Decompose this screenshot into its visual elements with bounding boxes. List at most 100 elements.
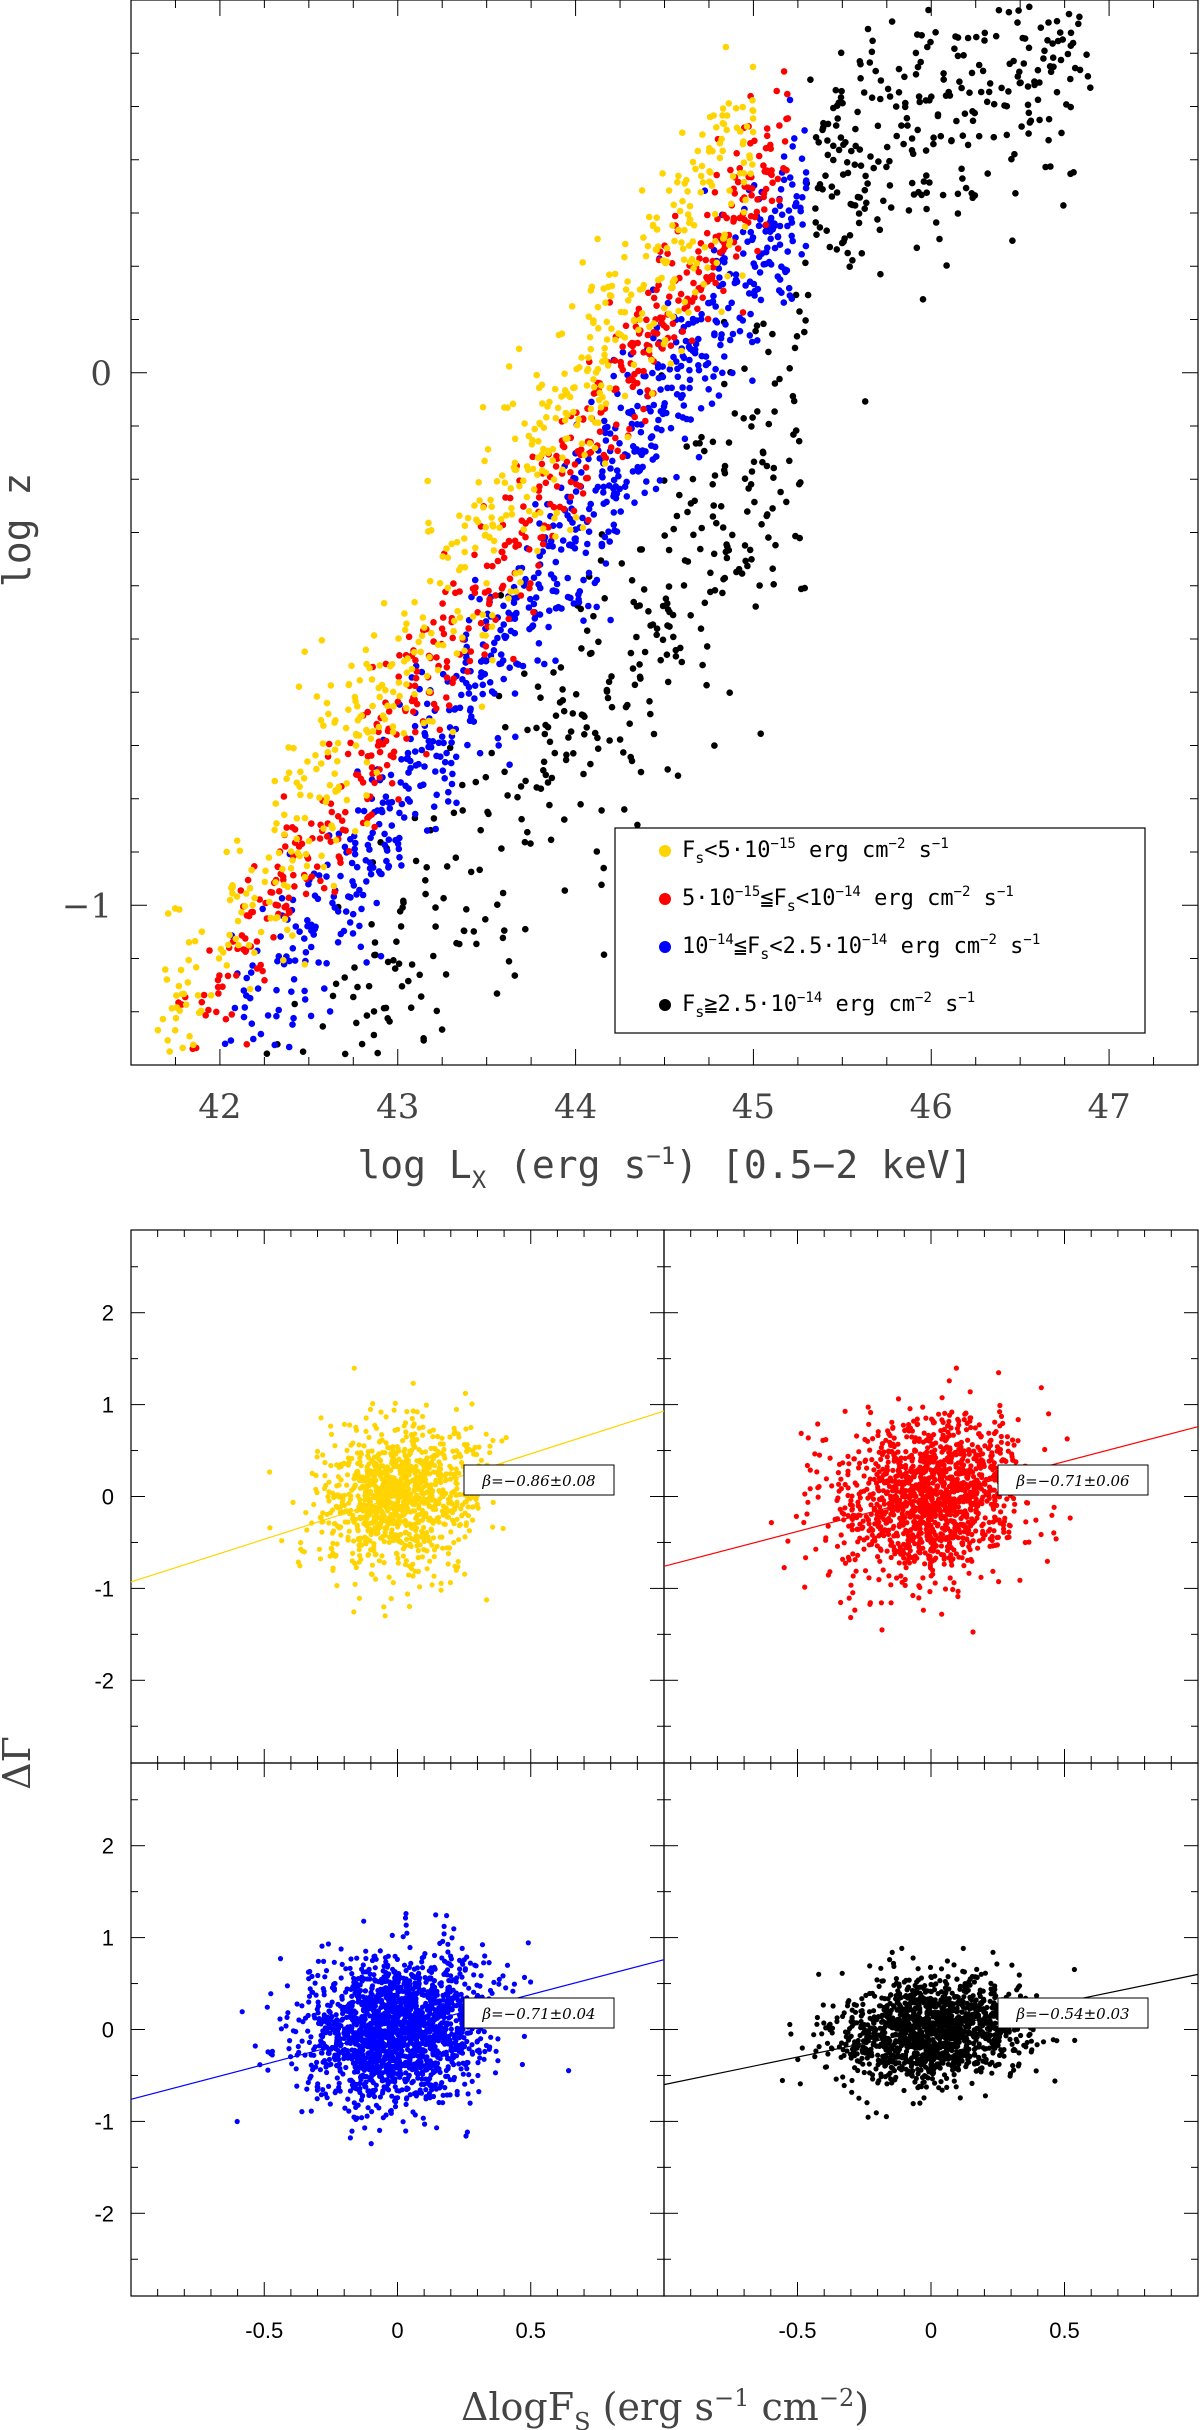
top-point bbox=[926, 179, 933, 186]
top-point bbox=[754, 247, 761, 255]
top-point bbox=[359, 779, 367, 786]
top-point bbox=[320, 825, 327, 832]
lower-point bbox=[921, 1430, 927, 1436]
top-point bbox=[306, 792, 314, 799]
top-point bbox=[175, 982, 183, 990]
top-point bbox=[583, 724, 590, 731]
lower-point bbox=[982, 1515, 988, 1521]
top-point bbox=[1070, 169, 1077, 176]
lower-point bbox=[406, 1603, 413, 1610]
lower-point bbox=[998, 1439, 1005, 1445]
top-point bbox=[856, 58, 864, 65]
lower-point bbox=[992, 1419, 998, 1425]
top-point bbox=[657, 386, 664, 393]
top-point bbox=[648, 390, 656, 397]
lower-point bbox=[912, 1541, 918, 1547]
top-point bbox=[774, 175, 782, 183]
lower-point bbox=[483, 1431, 489, 1437]
top-point bbox=[246, 884, 254, 892]
lower-point bbox=[344, 1447, 350, 1453]
lower-point bbox=[301, 1549, 307, 1555]
lower-point bbox=[942, 1586, 949, 1592]
lower-point bbox=[331, 1521, 338, 1527]
top-point bbox=[667, 284, 675, 292]
top-point bbox=[786, 96, 794, 104]
top-point bbox=[673, 473, 680, 481]
top-point bbox=[370, 632, 378, 639]
top-point bbox=[691, 294, 698, 301]
top-point bbox=[600, 483, 607, 491]
top-point bbox=[198, 998, 206, 1006]
top-point bbox=[641, 489, 648, 497]
lower-point bbox=[798, 1430, 804, 1436]
top-point bbox=[354, 771, 362, 779]
top-point bbox=[557, 546, 565, 553]
top-point bbox=[1059, 36, 1066, 43]
top-point bbox=[428, 629, 435, 637]
top-point bbox=[1025, 130, 1032, 137]
top-point bbox=[802, 259, 809, 267]
top-point bbox=[733, 150, 740, 157]
lower-point bbox=[426, 1538, 432, 1544]
top-point bbox=[1042, 163, 1049, 171]
top-point bbox=[748, 192, 755, 199]
top-point bbox=[439, 641, 447, 649]
lower-point bbox=[476, 1444, 482, 1450]
top-point bbox=[686, 384, 693, 392]
legend-marker-red bbox=[659, 893, 671, 905]
lower-point bbox=[456, 1537, 462, 1543]
top-point bbox=[572, 526, 579, 533]
lower-point bbox=[430, 1535, 437, 1541]
top-point bbox=[238, 909, 245, 916]
top-point bbox=[425, 528, 432, 535]
top-point bbox=[490, 537, 498, 545]
lower-point bbox=[448, 1465, 455, 1472]
top-point bbox=[688, 337, 696, 345]
top-point bbox=[740, 159, 748, 166]
top-point bbox=[640, 372, 647, 380]
top-point bbox=[463, 906, 470, 913]
top-x-tick-label: 42 bbox=[198, 1087, 241, 1127]
lower-point bbox=[385, 1505, 391, 1511]
top-point bbox=[505, 363, 513, 370]
top-point bbox=[591, 444, 599, 452]
top-point bbox=[552, 712, 560, 719]
top-point bbox=[400, 897, 407, 905]
top-point bbox=[1056, 29, 1064, 36]
top-point bbox=[327, 838, 335, 845]
top-point bbox=[877, 95, 884, 103]
top-point bbox=[884, 85, 892, 93]
top-point bbox=[385, 864, 392, 871]
top-point bbox=[425, 519, 432, 527]
lower-point bbox=[952, 1512, 958, 1518]
top-point bbox=[524, 828, 531, 836]
top-point bbox=[479, 690, 487, 698]
lower-point bbox=[357, 1459, 363, 1465]
top-point bbox=[908, 147, 916, 154]
top-point bbox=[534, 683, 542, 690]
top-point bbox=[159, 1015, 167, 1023]
top-point bbox=[242, 935, 249, 942]
lower-point bbox=[317, 1556, 324, 1562]
top-point bbox=[360, 807, 368, 815]
top-point bbox=[691, 346, 699, 353]
top-point bbox=[400, 730, 408, 737]
top-point bbox=[307, 1012, 315, 1020]
top-point bbox=[273, 986, 280, 994]
lower-point bbox=[396, 1514, 402, 1520]
top-point bbox=[655, 276, 662, 284]
top-point bbox=[770, 581, 777, 588]
top-point bbox=[596, 389, 604, 397]
top-point bbox=[377, 952, 385, 960]
top-point bbox=[915, 93, 923, 100]
top-point bbox=[312, 752, 319, 759]
top-point bbox=[739, 272, 746, 279]
top-point bbox=[278, 895, 286, 902]
top-point bbox=[506, 575, 514, 583]
top-point bbox=[587, 405, 595, 413]
top-point bbox=[711, 330, 718, 337]
top-point bbox=[784, 222, 791, 230]
top-point bbox=[711, 189, 719, 196]
top-point bbox=[683, 443, 690, 450]
top-y-axis-label: log z bbox=[0, 473, 39, 587]
